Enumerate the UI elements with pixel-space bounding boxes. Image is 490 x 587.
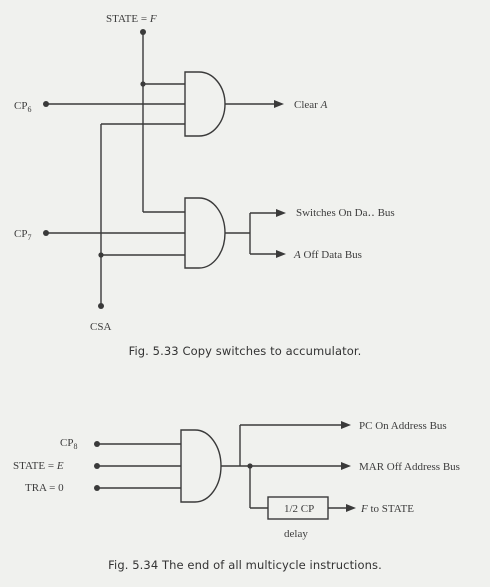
state-f-terminal	[140, 29, 146, 35]
cp6-label: CP6	[14, 100, 31, 114]
and-gate-1	[184, 71, 226, 137]
switches-arrow	[276, 209, 286, 217]
fig-5-34-circuit: CP8 STATE = E TRA = 0 PC On Address Bus …	[13, 420, 460, 540]
csa-label: CSA	[90, 321, 111, 333]
csa-terminal	[98, 303, 104, 309]
and-gate-3	[180, 429, 222, 503]
and-gate-2	[184, 197, 226, 269]
cp8-label: CP8	[60, 437, 77, 451]
state-e-label: STATE = E	[13, 460, 64, 472]
mar-off-address-bus-label: MAR Off Address Bus	[359, 461, 460, 473]
tra-label: TRA = 0	[25, 482, 64, 494]
fig-5-33-circuit: STATE = F CP6 CSA Clear A CP7 Swit	[14, 13, 395, 333]
state-f-label: STATE = F	[106, 13, 157, 25]
pc-on-address-bus-label: PC On Address Bus	[359, 420, 447, 432]
cp7-label: CP7	[14, 228, 31, 242]
clear-a-arrow	[274, 100, 284, 108]
half-cp-label: 1/2 CP	[284, 503, 314, 515]
mar-arrow	[341, 462, 351, 470]
a-off-data-bus-label: A Off Data Bus	[293, 249, 362, 261]
pc-arrow	[341, 421, 351, 429]
switches-on-data-bus-label: Switches On Da․․ Bus	[296, 207, 395, 219]
delay-label: delay	[284, 528, 308, 540]
f-to-state-label: F to STATE	[360, 503, 414, 515]
a-off-arrow	[276, 250, 286, 258]
fig-5-33-caption: Fig. 5.33 Copy switches to accumulator.	[128, 344, 362, 358]
clear-a-label: Clear A	[294, 99, 328, 111]
fig-5-34-caption: Fig. 5.34 The end of all multicycle inst…	[108, 558, 382, 572]
f-to-state-arrow	[346, 504, 356, 512]
